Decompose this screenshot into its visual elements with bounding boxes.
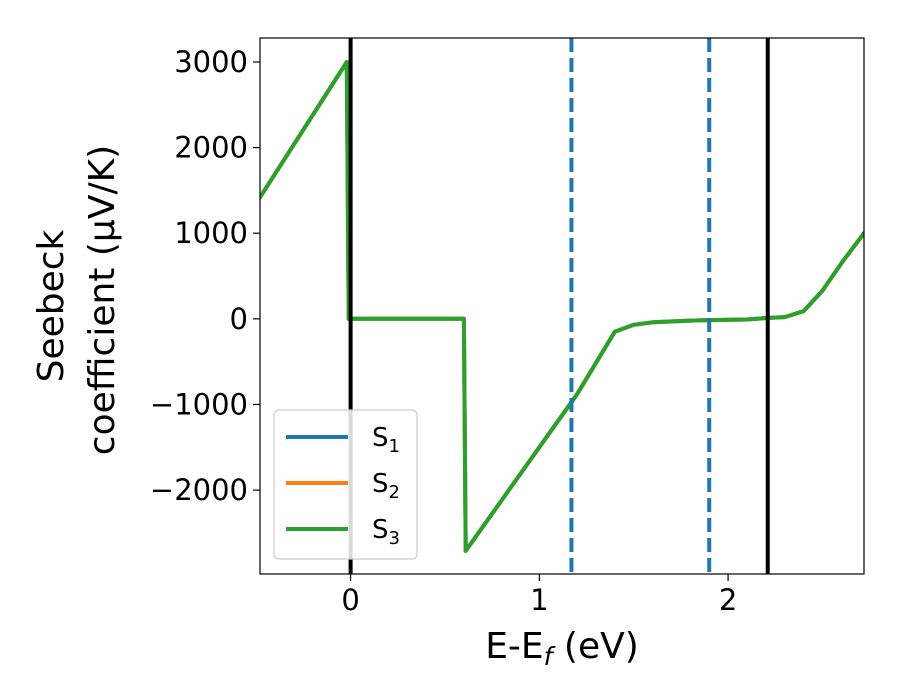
- x-tick-label: 0: [341, 583, 359, 617]
- y-tick-label: 0: [230, 302, 248, 336]
- legend-label-s2: S2: [372, 469, 400, 503]
- x-axis-label-unit: (eV): [552, 626, 638, 667]
- y-tick-label: −1000: [150, 387, 248, 421]
- y-axis-label-line1: Seebeck: [31, 229, 72, 382]
- series-line-s3: [260, 60, 864, 553]
- y-tick-label: −2000: [150, 473, 248, 507]
- x-tick-label: 1: [530, 583, 548, 617]
- legend: S1 S2 S3: [273, 409, 418, 560]
- legend-label-s3: S3: [372, 515, 400, 549]
- plot-frame: [259, 37, 865, 575]
- x-axis-label: E-Ef (eV): [485, 626, 639, 671]
- x-tick-label: 2: [719, 583, 737, 617]
- legend-label-s1: S1: [372, 423, 400, 457]
- y-tick-label: 1000: [174, 216, 248, 250]
- y-axis-label-line2: coefficient (μV/K): [82, 145, 123, 455]
- y-tick-label: 3000: [174, 45, 248, 79]
- y-tick-label: 2000: [174, 131, 248, 165]
